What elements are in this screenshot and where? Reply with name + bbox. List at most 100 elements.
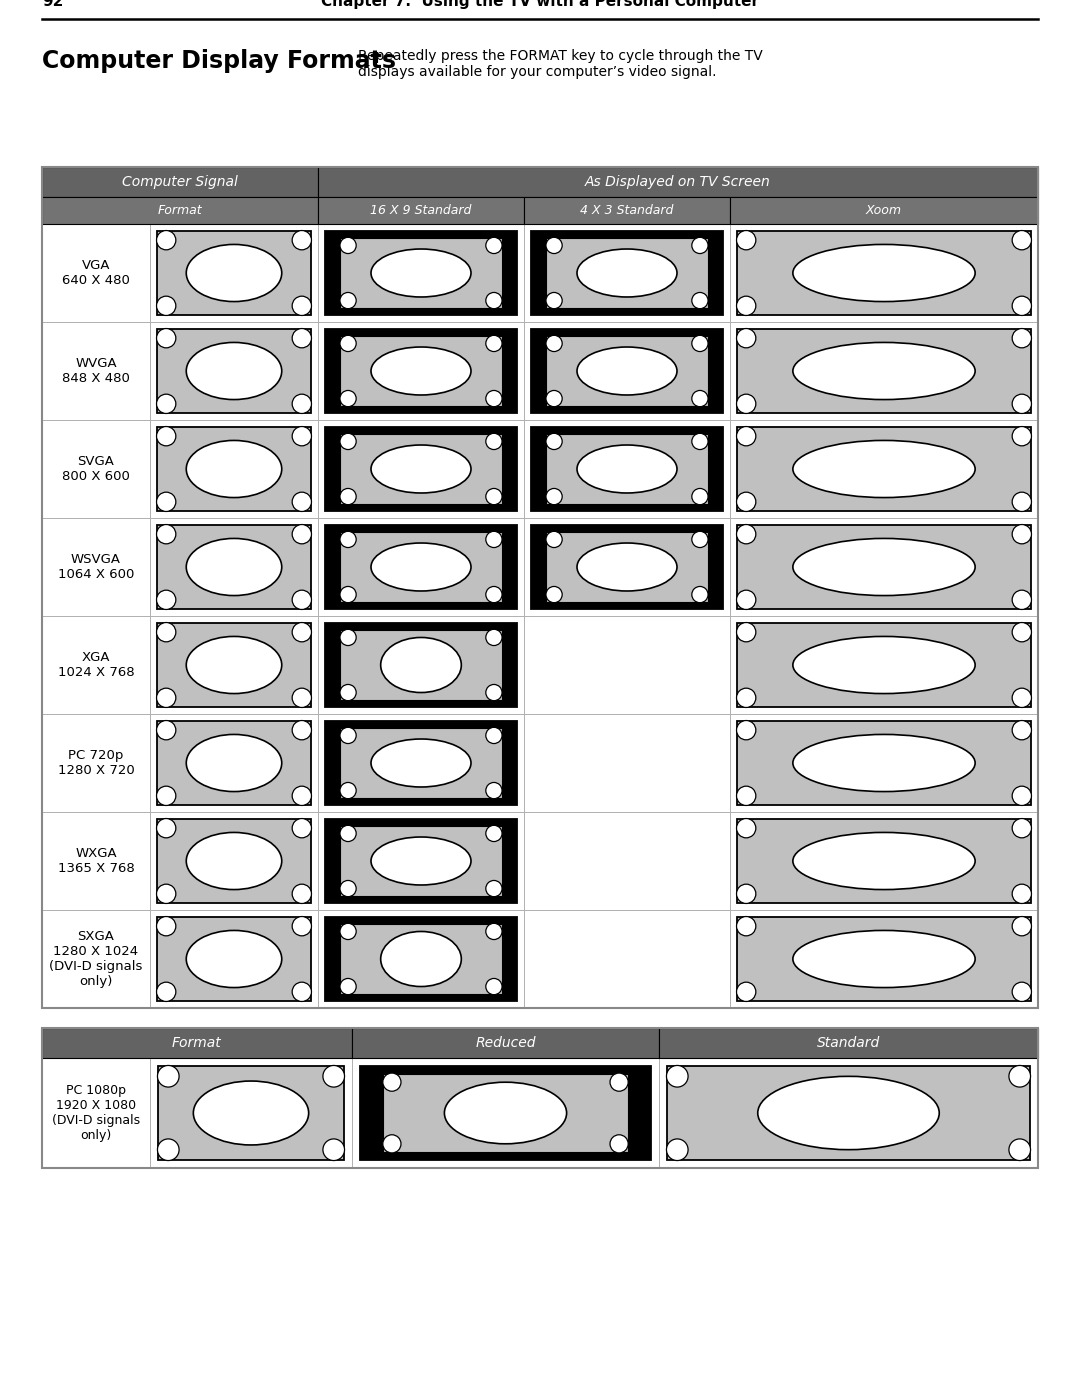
Ellipse shape (380, 932, 461, 986)
Bar (340, 335, 501, 407)
Bar (546, 433, 707, 504)
Ellipse shape (293, 916, 311, 936)
Bar (325, 525, 517, 609)
Ellipse shape (157, 492, 176, 511)
Ellipse shape (737, 328, 756, 348)
Bar (150, 1058, 352, 1168)
Ellipse shape (1012, 328, 1031, 348)
Text: PC 1080p
1920 X 1080
(DVI-D signals
only): PC 1080p 1920 X 1080 (DVI-D signals only… (52, 1084, 140, 1141)
Bar (524, 197, 730, 224)
Ellipse shape (340, 587, 356, 602)
Ellipse shape (157, 689, 176, 707)
Bar (730, 224, 1038, 321)
Bar (524, 224, 730, 321)
Ellipse shape (293, 296, 311, 316)
Ellipse shape (793, 538, 975, 595)
Ellipse shape (793, 440, 975, 497)
Ellipse shape (340, 489, 356, 504)
Bar (157, 721, 311, 805)
Ellipse shape (1012, 492, 1031, 511)
Text: XGA
1024 X 768: XGA 1024 X 768 (57, 651, 134, 679)
Ellipse shape (340, 629, 356, 645)
Bar (737, 427, 1031, 511)
Bar (318, 812, 524, 909)
Ellipse shape (1012, 721, 1031, 740)
Text: Repeatedly press the FORMAT key to cycle through the TV: Repeatedly press the FORMAT key to cycle… (357, 49, 762, 63)
Bar (524, 812, 730, 909)
Bar (524, 321, 730, 420)
Ellipse shape (157, 721, 176, 740)
Ellipse shape (577, 249, 677, 298)
Ellipse shape (486, 826, 502, 841)
Bar (318, 224, 524, 321)
Ellipse shape (546, 335, 563, 352)
Bar (157, 819, 311, 902)
Bar (42, 321, 150, 420)
Bar (659, 1058, 1038, 1168)
Ellipse shape (793, 833, 975, 890)
Ellipse shape (293, 623, 311, 641)
Bar (659, 1028, 1038, 1058)
Ellipse shape (486, 531, 502, 548)
Bar (352, 1028, 659, 1058)
Bar (318, 909, 524, 1009)
Bar (737, 721, 1031, 805)
Bar (325, 231, 517, 314)
Ellipse shape (1012, 231, 1031, 250)
Ellipse shape (1012, 590, 1031, 609)
Text: As Displayed on TV Screen: As Displayed on TV Screen (585, 175, 771, 189)
Bar (42, 1028, 1038, 1168)
Ellipse shape (293, 689, 311, 707)
Bar (42, 224, 150, 321)
Bar (325, 916, 517, 1002)
Ellipse shape (793, 930, 975, 988)
Ellipse shape (186, 440, 282, 497)
Bar (737, 819, 1031, 902)
Ellipse shape (293, 328, 311, 348)
Ellipse shape (157, 916, 176, 936)
Ellipse shape (737, 916, 756, 936)
Text: SVGA
800 X 600: SVGA 800 X 600 (62, 455, 130, 483)
Ellipse shape (157, 296, 176, 316)
Bar (325, 819, 517, 902)
Ellipse shape (486, 978, 502, 995)
Bar (318, 518, 524, 616)
Ellipse shape (692, 587, 708, 602)
Bar (524, 714, 730, 812)
Ellipse shape (186, 930, 282, 988)
Bar (318, 616, 524, 714)
Ellipse shape (1012, 296, 1031, 316)
Ellipse shape (546, 587, 563, 602)
Text: WVGA
848 X 480: WVGA 848 X 480 (62, 358, 130, 386)
Bar (42, 1028, 352, 1058)
Ellipse shape (692, 335, 708, 352)
Ellipse shape (157, 884, 176, 904)
Ellipse shape (546, 489, 563, 504)
Ellipse shape (666, 1066, 688, 1087)
Ellipse shape (340, 685, 356, 701)
Ellipse shape (546, 390, 563, 407)
Bar (150, 616, 318, 714)
Bar (546, 335, 707, 407)
Bar (42, 168, 1038, 1009)
Ellipse shape (323, 1066, 345, 1087)
Ellipse shape (293, 884, 311, 904)
Text: SXGA
1280 X 1024
(DVI-D signals
only): SXGA 1280 X 1024 (DVI-D signals only) (50, 930, 143, 988)
Text: Format: Format (172, 1037, 221, 1051)
Ellipse shape (546, 292, 563, 309)
Ellipse shape (737, 492, 756, 511)
Ellipse shape (486, 237, 502, 253)
Ellipse shape (737, 623, 756, 641)
Ellipse shape (293, 492, 311, 511)
Ellipse shape (737, 819, 756, 838)
Ellipse shape (737, 394, 756, 414)
Ellipse shape (340, 292, 356, 309)
Ellipse shape (1012, 787, 1031, 806)
Text: Xoom: Xoom (866, 204, 902, 217)
Bar (318, 197, 524, 224)
Text: PC 720p
1280 X 720: PC 720p 1280 X 720 (57, 749, 134, 777)
Bar (730, 197, 1038, 224)
Ellipse shape (186, 538, 282, 595)
Ellipse shape (610, 1134, 629, 1153)
Ellipse shape (737, 982, 756, 1002)
